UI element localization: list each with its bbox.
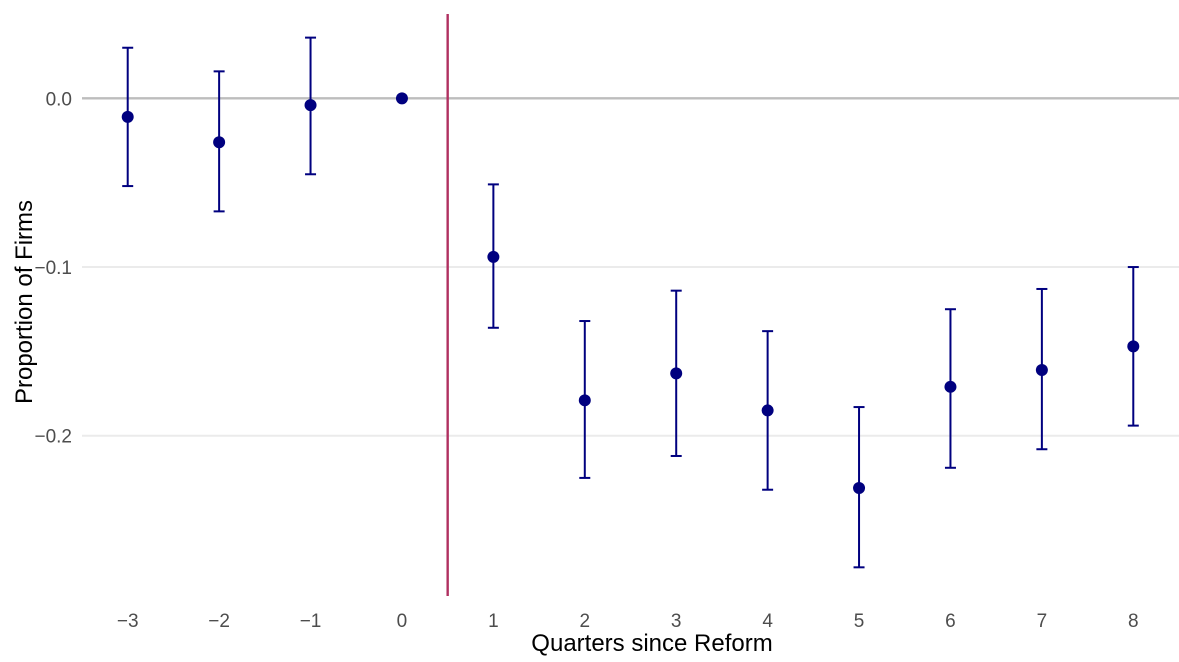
data-point — [578, 394, 591, 407]
x-tick-label: −1 — [300, 611, 322, 632]
data-point — [944, 380, 957, 393]
x-tick-label: 1 — [488, 611, 499, 632]
data-point — [853, 482, 866, 495]
data-point — [121, 110, 134, 123]
x-tick-label: 4 — [762, 611, 773, 632]
error-bars — [122, 36, 1139, 569]
y-tick-label: 0.0 — [46, 89, 72, 110]
data-point — [670, 367, 683, 380]
y-axis-ticks: 0.0 −0.1 −0.2 — [34, 89, 72, 447]
data-point — [395, 92, 408, 105]
data-point — [1035, 363, 1048, 376]
data-points — [121, 92, 1140, 495]
x-tick-label: 2 — [580, 611, 591, 632]
data-point — [304, 99, 317, 112]
x-tick-label: −3 — [117, 611, 139, 632]
x-tick-label: −2 — [208, 611, 230, 632]
reference-lines — [82, 14, 1179, 596]
x-tick-label: 7 — [1037, 611, 1048, 632]
x-axis-ticks: −3 −2 −1 0 1 2 3 4 5 6 7 8 — [117, 611, 1139, 632]
y-axis-title: Proportion of Firms — [11, 200, 38, 404]
x-tick-label: 8 — [1128, 611, 1139, 632]
data-point — [761, 404, 774, 417]
y-tick-label: −0.2 — [34, 427, 72, 448]
data-point — [213, 136, 226, 149]
x-tick-label: 3 — [671, 611, 682, 632]
data-point — [487, 250, 500, 263]
gridlines — [82, 266, 1179, 437]
x-tick-label: 5 — [854, 611, 865, 632]
x-tick-label: 0 — [397, 611, 408, 632]
y-tick-label: −0.1 — [34, 258, 72, 279]
x-tick-label: 6 — [945, 611, 956, 632]
x-axis-title: Quarters since Reform — [531, 630, 772, 657]
data-point — [1127, 340, 1140, 353]
